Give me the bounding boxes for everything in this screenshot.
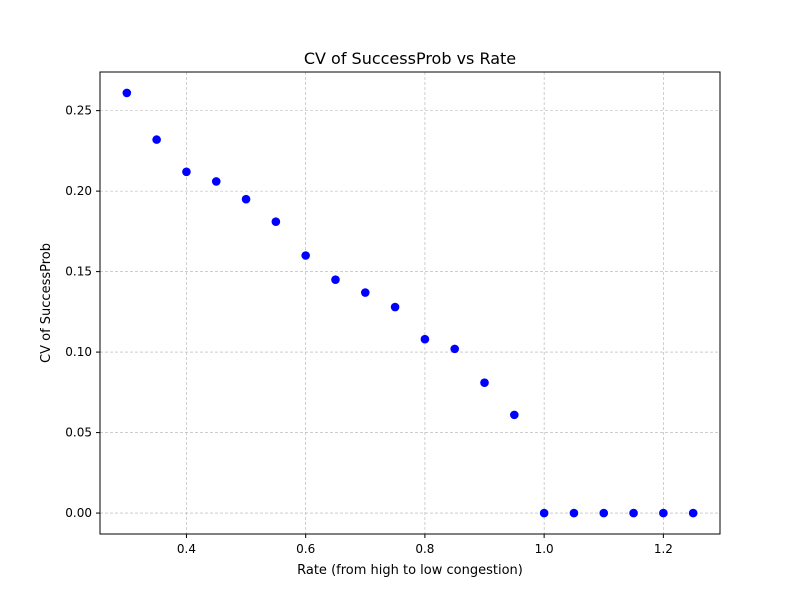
data-point — [360, 288, 370, 297]
data-point — [569, 508, 579, 518]
x-axis-label: Rate (from high to low congestion) — [297, 563, 523, 578]
y-axis-label: CV of SuccessProb — [39, 243, 54, 363]
data-point — [510, 410, 519, 420]
data-point — [420, 334, 430, 344]
x-tick-label: 0.6 — [296, 542, 315, 556]
data-point — [331, 275, 340, 284]
grid — [100, 72, 720, 534]
data-point — [271, 217, 281, 227]
data-point — [301, 251, 310, 260]
x-tick-label: 1.2 — [654, 542, 673, 556]
y-axis-ticks: 0.00 0.05 0.10 0.15 0.20 0.25 — [65, 104, 100, 520]
data-point — [688, 508, 698, 518]
plot-frame — [99, 71, 721, 535]
data-point — [659, 508, 668, 518]
data-point — [241, 194, 251, 204]
data-point — [152, 135, 161, 144]
y-tick-label: 0.10 — [65, 345, 92, 359]
data-point — [390, 302, 400, 312]
chart-title: CV of SuccessProb vs Rate — [304, 49, 516, 68]
data-point — [122, 88, 132, 98]
y-tick-label: 0.15 — [65, 265, 92, 279]
x-tick-label: 0.8 — [415, 542, 434, 556]
x-tick-label: 1.0 — [535, 542, 554, 556]
y-tick-label: 0.25 — [65, 104, 92, 118]
x-axis-ticks: 0.4 0.6 0.8 1.0 1.2 — [177, 534, 673, 556]
data-point — [629, 508, 638, 518]
data-point — [450, 344, 460, 354]
y-tick-label: 0.05 — [65, 426, 92, 440]
data-points — [122, 88, 698, 518]
y-tick-label: 0.20 — [65, 184, 92, 198]
data-point — [539, 508, 549, 518]
data-point — [211, 177, 221, 186]
data-point — [480, 378, 489, 387]
data-point — [182, 167, 191, 177]
data-point — [599, 508, 609, 518]
x-tick-label: 0.4 — [177, 542, 196, 556]
y-tick-label: 0.00 — [65, 506, 92, 520]
